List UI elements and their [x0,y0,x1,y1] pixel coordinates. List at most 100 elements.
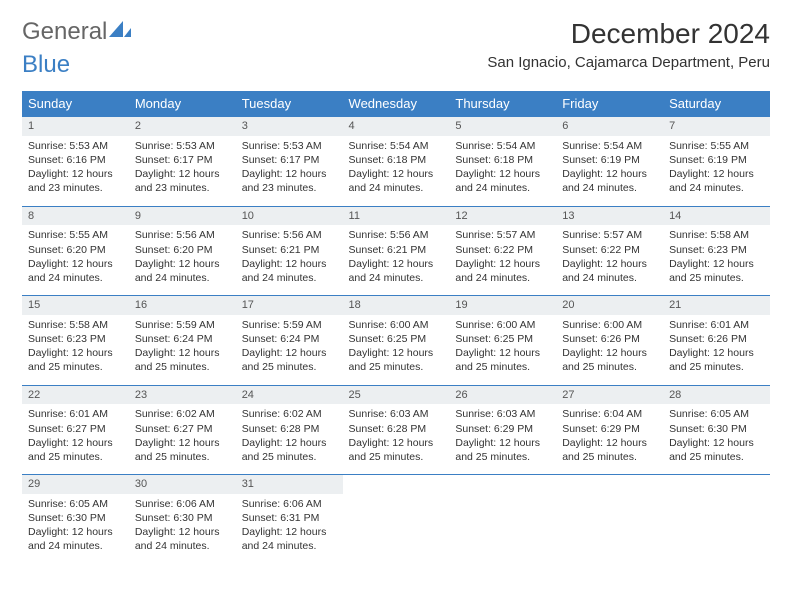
col-header: Saturday [663,91,770,117]
col-header: Monday [129,91,236,117]
sunset-text: Sunset: 6:30 PM [28,511,123,525]
day-details: Sunrise: 6:03 AMSunset: 6:29 PMDaylight:… [449,404,556,474]
location: San Ignacio, Cajamarca Department, Peru [487,54,770,71]
day-number: 18 [343,296,450,315]
daylight-text: Daylight: 12 hours [242,167,337,181]
daylight-text: Daylight: 12 hours [28,436,123,450]
logo-sail-icon [109,18,131,46]
calendar-header-row: Sunday Monday Tuesday Wednesday Thursday… [22,91,770,117]
calendar-day-cell: 24Sunrise: 6:02 AMSunset: 6:28 PMDayligh… [236,385,343,475]
day-details: Sunrise: 5:54 AMSunset: 6:18 PMDaylight:… [449,136,556,206]
sunset-text: Sunset: 6:21 PM [349,243,444,257]
sunset-text: Sunset: 6:20 PM [28,243,123,257]
day-details: Sunrise: 5:53 AMSunset: 6:17 PMDaylight:… [236,136,343,206]
sunrise-text: Sunrise: 5:55 AM [28,228,123,242]
sunrise-text: Sunrise: 5:56 AM [135,228,230,242]
daylight-text: and 24 minutes. [28,271,123,285]
day-details: Sunrise: 6:00 AMSunset: 6:25 PMDaylight:… [343,315,450,385]
sunrise-text: Sunrise: 5:56 AM [349,228,444,242]
calendar-day-cell: 19Sunrise: 6:00 AMSunset: 6:25 PMDayligh… [449,296,556,386]
daylight-text: Daylight: 12 hours [562,346,657,360]
day-number: 16 [129,296,236,315]
day-details: Sunrise: 5:55 AMSunset: 6:19 PMDaylight:… [663,136,770,206]
day-details: Sunrise: 5:58 AMSunset: 6:23 PMDaylight:… [663,225,770,295]
calendar-day-cell: 25Sunrise: 6:03 AMSunset: 6:28 PMDayligh… [343,385,450,475]
daylight-text: and 25 minutes. [135,450,230,464]
calendar-day-cell: 16Sunrise: 5:59 AMSunset: 6:24 PMDayligh… [129,296,236,386]
sunset-text: Sunset: 6:22 PM [455,243,550,257]
day-number: 17 [236,296,343,315]
day-number: 13 [556,207,663,226]
day-details: Sunrise: 5:55 AMSunset: 6:20 PMDaylight:… [22,225,129,295]
sunset-text: Sunset: 6:26 PM [669,332,764,346]
calendar-day-cell: 21Sunrise: 6:01 AMSunset: 6:26 PMDayligh… [663,296,770,386]
day-details: Sunrise: 5:58 AMSunset: 6:23 PMDaylight:… [22,315,129,385]
sunset-text: Sunset: 6:24 PM [135,332,230,346]
calendar-day-cell: 31Sunrise: 6:06 AMSunset: 6:31 PMDayligh… [236,475,343,564]
logo-text-general: General [22,18,107,46]
daylight-text: Daylight: 12 hours [455,436,550,450]
day-details: Sunrise: 6:05 AMSunset: 6:30 PMDaylight:… [22,494,129,564]
sunset-text: Sunset: 6:19 PM [669,153,764,167]
daylight-text: Daylight: 12 hours [562,167,657,181]
sunrise-text: Sunrise: 5:56 AM [242,228,337,242]
day-details: Sunrise: 5:54 AMSunset: 6:18 PMDaylight:… [343,136,450,206]
day-number: 2 [129,117,236,136]
daylight-text: and 24 minutes. [135,539,230,553]
daylight-text: and 24 minutes. [349,271,444,285]
calendar-day-cell: 10Sunrise: 5:56 AMSunset: 6:21 PMDayligh… [236,206,343,296]
day-number: 3 [236,117,343,136]
col-header: Tuesday [236,91,343,117]
sunset-text: Sunset: 6:21 PM [242,243,337,257]
day-details: Sunrise: 5:56 AMSunset: 6:21 PMDaylight:… [236,225,343,295]
day-details: Sunrise: 5:59 AMSunset: 6:24 PMDaylight:… [236,315,343,385]
day-number: 9 [129,207,236,226]
day-number: 27 [556,386,663,405]
col-header: Sunday [22,91,129,117]
sunrise-text: Sunrise: 6:05 AM [28,497,123,511]
day-number: 19 [449,296,556,315]
day-number: 11 [343,207,450,226]
daylight-text: Daylight: 12 hours [242,525,337,539]
calendar-day-cell: 2Sunrise: 5:53 AMSunset: 6:17 PMDaylight… [129,117,236,207]
sunrise-text: Sunrise: 5:54 AM [349,139,444,153]
sunrise-text: Sunrise: 6:02 AM [135,407,230,421]
day-details: Sunrise: 6:06 AMSunset: 6:30 PMDaylight:… [129,494,236,564]
daylight-text: Daylight: 12 hours [669,167,764,181]
sunset-text: Sunset: 6:20 PM [135,243,230,257]
calendar-day-cell: 6Sunrise: 5:54 AMSunset: 6:19 PMDaylight… [556,117,663,207]
sunset-text: Sunset: 6:26 PM [562,332,657,346]
sunrise-text: Sunrise: 5:57 AM [455,228,550,242]
day-number: 6 [556,117,663,136]
day-details: Sunrise: 5:53 AMSunset: 6:16 PMDaylight:… [22,136,129,206]
calendar-day-cell: 11Sunrise: 5:56 AMSunset: 6:21 PMDayligh… [343,206,450,296]
calendar-day-cell: 9 Sunrise: 5:56 AMSunset: 6:20 PMDaylight… [129,206,236,296]
day-details: Sunrise: 5:59 AMSunset: 6:24 PMDaylight:… [129,315,236,385]
sunrise-text: Sunrise: 5:53 AM [28,139,123,153]
daylight-text: and 24 minutes. [455,181,550,195]
sunset-text: Sunset: 6:23 PM [28,332,123,346]
calendar-day-cell: 12Sunrise: 5:57 AMSunset: 6:22 PMDayligh… [449,206,556,296]
day-details: Sunrise: 6:02 AMSunset: 6:28 PMDaylight:… [236,404,343,474]
daylight-text: and 24 minutes. [242,271,337,285]
daylight-text: Daylight: 12 hours [135,257,230,271]
day-details: Sunrise: 6:06 AMSunset: 6:31 PMDaylight:… [236,494,343,564]
sunrise-text: Sunrise: 5:57 AM [562,228,657,242]
daylight-text: Daylight: 12 hours [349,167,444,181]
daylight-text: Daylight: 12 hours [562,436,657,450]
daylight-text: Daylight: 12 hours [28,257,123,271]
calendar-day-cell: 23Sunrise: 6:02 AMSunset: 6:27 PMDayligh… [129,385,236,475]
day-number: 20 [556,296,663,315]
calendar-day-cell: 18Sunrise: 6:00 AMSunset: 6:25 PMDayligh… [343,296,450,386]
calendar-week-row: 1Sunrise: 5:53 AMSunset: 6:16 PMDaylight… [22,117,770,207]
daylight-text: Daylight: 12 hours [28,346,123,360]
calendar-day-cell: 13Sunrise: 5:57 AMSunset: 6:22 PMDayligh… [556,206,663,296]
sunset-text: Sunset: 6:31 PM [242,511,337,525]
sunset-text: Sunset: 6:18 PM [349,153,444,167]
col-header: Wednesday [343,91,450,117]
sunset-text: Sunset: 6:28 PM [242,422,337,436]
calendar-day-cell: 4Sunrise: 5:54 AMSunset: 6:18 PMDaylight… [343,117,450,207]
calendar-day-cell: .. [556,475,663,564]
daylight-text: and 25 minutes. [28,450,123,464]
daylight-text: and 25 minutes. [455,360,550,374]
